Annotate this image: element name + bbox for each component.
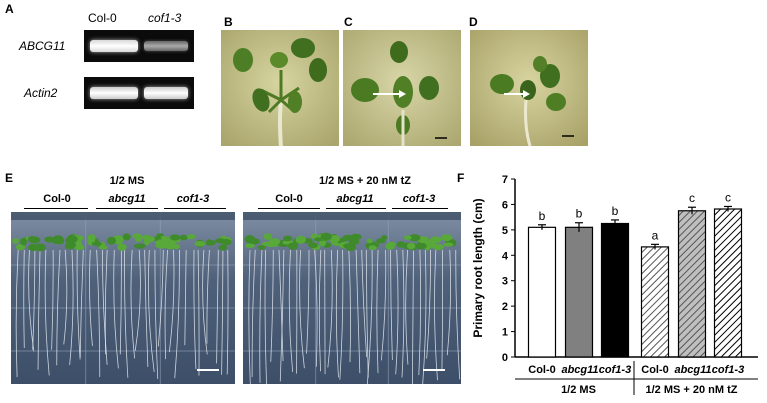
seedling-photo-c: [343, 30, 461, 146]
plate-right-genotype-abcg11: abcg11: [336, 193, 374, 205]
y-tick-label: 7: [502, 174, 508, 186]
genotype-underline: [326, 208, 386, 209]
bar: [600, 222, 630, 358]
bar: [564, 226, 594, 358]
y-tick-label: 4: [502, 250, 509, 262]
significance-label: a: [652, 228, 659, 242]
bar: [677, 210, 707, 358]
panel-b-letter: B: [224, 15, 233, 29]
significance-label: b: [576, 207, 583, 221]
x-category-label: abcg11: [561, 364, 598, 376]
genotype-underline: [96, 208, 158, 209]
panel-a-letter: A: [5, 2, 14, 16]
gel-column-cof1-3: cof1-3: [148, 11, 182, 25]
genotype-underline: [164, 208, 226, 209]
y-axis-label: Primary root length (cm): [471, 198, 485, 337]
panel-d-letter: D: [469, 15, 478, 29]
seedling-photo-b: [221, 30, 339, 146]
root-length-bar-chart: 0 1 2 3 4 5 6 7 Primary root length (cm) b Col-0 b a…: [471, 174, 758, 396]
plate-photo-left: [11, 212, 235, 384]
panel-c-letter: C: [344, 15, 353, 29]
gel-band: [90, 40, 138, 52]
plate-right-condition: 1/2 MS + 20 nM tZ: [319, 175, 411, 187]
gel-image-abcg11: [84, 30, 194, 62]
y-tick-label: 2: [502, 301, 508, 313]
seedling-photo-d: [470, 30, 588, 146]
significance-label: b: [612, 204, 619, 218]
plate-left-condition: 1/2 MS: [109, 175, 145, 187]
group-label: 1/2 MS + 20 nM tZ: [646, 384, 738, 396]
significance-label: c: [725, 190, 731, 204]
plate-right-genotype-cof1-3: cof1-3: [402, 193, 436, 205]
plate-right-genotype-col0: Col-0: [275, 193, 303, 205]
y-tick-label: 5: [502, 225, 508, 237]
plate-left-genotype-abcg11: abcg11: [108, 193, 146, 205]
plate-left-genotype-cof1-3: cof1-3: [176, 193, 210, 205]
group-label: 1/2 MS: [561, 384, 596, 396]
y-tick-label: 3: [502, 276, 508, 288]
genotype-underline: [392, 208, 448, 209]
y-tick-label: 6: [502, 199, 508, 211]
plate-left-genotype-col0: Col-0: [43, 193, 71, 205]
y-tick-label: 1: [502, 327, 508, 339]
bar: [640, 246, 670, 358]
gel-column-col0: Col-0: [88, 11, 117, 25]
x-category-label: cof1-3: [712, 364, 744, 376]
x-category-label: cof1-3: [599, 364, 631, 376]
plate-photo-right: [243, 212, 461, 384]
gel-band: [144, 41, 188, 51]
panel-e-letter: E: [5, 171, 14, 185]
bar: [713, 208, 743, 358]
genotype-underline: [24, 208, 88, 209]
gel-band: [90, 87, 138, 99]
significance-label: b: [539, 209, 546, 223]
gel-band: [144, 87, 188, 99]
x-category-label: abcg11: [674, 364, 711, 376]
significance-label: c: [689, 191, 695, 205]
genotype-underline: [258, 208, 320, 209]
gel-image-actin2: [84, 77, 194, 109]
gel-row-abcg11: ABCG11: [19, 39, 66, 53]
x-category-label: Col-0: [641, 364, 669, 376]
panel-f-letter: F: [457, 171, 465, 185]
bar: [527, 226, 557, 358]
y-tick-label: 0: [502, 352, 508, 364]
gel-row-actin2: Actin2: [24, 86, 58, 100]
x-category-label: Col-0: [528, 364, 556, 376]
